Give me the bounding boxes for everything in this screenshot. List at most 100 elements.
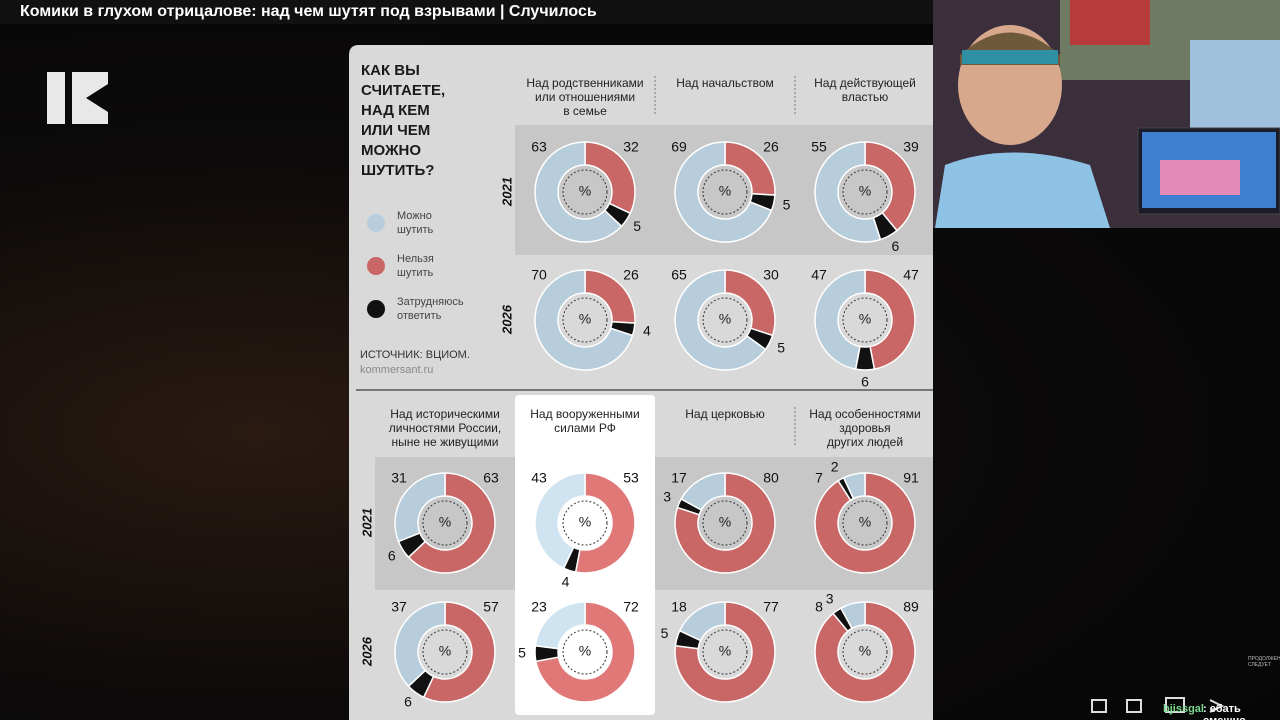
column-header: Над особенностями здоровья других людей (809, 407, 921, 449)
center-label: % (439, 643, 451, 659)
value-label: 18 (671, 599, 687, 615)
continues-note: ПРОДОЛЖЕНИЕ СЛЕДУЕТ (1248, 656, 1280, 668)
center-label: % (719, 514, 731, 530)
donut-inner-ring (562, 629, 608, 675)
donut-inner-ring (842, 500, 888, 546)
value-label: 55 (811, 139, 827, 155)
value-label: 5 (783, 196, 791, 212)
center-label: % (859, 311, 871, 327)
center-label: % (579, 514, 591, 530)
value-label: 89 (903, 599, 919, 615)
value-label: 31 (391, 470, 407, 486)
value-label: 17 (671, 470, 687, 486)
value-label: 30 (763, 267, 779, 283)
column-header: Над историческими личностями России, нын… (388, 407, 502, 449)
legend-marker (367, 214, 385, 232)
donut-segment (534, 472, 586, 570)
donut-inner-ring (842, 629, 888, 675)
donut-inner-ring (842, 297, 888, 343)
value-label: 80 (763, 470, 779, 486)
column-header: Над церковью (685, 407, 765, 421)
column-header: Над начальством (676, 76, 774, 90)
donut-inner-ring (562, 500, 608, 546)
column-header: Над вооруженными силами РФ (530, 407, 640, 435)
value-label: 5 (518, 645, 526, 661)
share-button[interactable] (1209, 699, 1225, 713)
value-label: 5 (633, 218, 641, 234)
value-label: 69 (671, 139, 687, 155)
value-label: 6 (404, 694, 412, 710)
center-label: % (719, 643, 731, 659)
value-label: 47 (811, 267, 827, 283)
value-label: 2 (831, 458, 839, 474)
donut-segment (534, 601, 586, 650)
donut-inner-ring (842, 169, 888, 215)
chat-message: : ебать смешно (1203, 703, 1246, 720)
donut-segment (535, 601, 636, 703)
donut-segment (864, 141, 916, 232)
value-label: 39 (903, 139, 919, 155)
donut-segment (534, 269, 634, 371)
comment-button[interactable] (1165, 697, 1185, 713)
donut-inner-ring (702, 169, 748, 215)
like-button[interactable] (1091, 699, 1107, 713)
donut-segment (394, 472, 446, 543)
player-controls (1091, 697, 1225, 713)
value-label: 77 (763, 599, 779, 615)
donut-segment (574, 472, 636, 574)
donut-segment (842, 472, 866, 500)
donut-inner-ring (702, 629, 748, 675)
legend-marker (367, 300, 385, 318)
webcam (933, 0, 1280, 228)
year-label: 2021 (499, 177, 515, 206)
value-label: 3 (826, 591, 834, 607)
donut-segment (394, 601, 446, 688)
donut-inner-ring (702, 500, 748, 546)
donut-segment (534, 141, 623, 243)
center-label: % (719, 311, 731, 327)
donut-segment (814, 601, 916, 703)
donut-segment (674, 472, 776, 574)
donut-segment (864, 269, 916, 370)
value-label: 63 (483, 470, 499, 486)
value-label: 53 (623, 470, 639, 486)
channel-logo (47, 72, 108, 124)
legend-label: Нельзя шутить (397, 253, 434, 279)
value-label: 63 (531, 139, 547, 155)
value-label: 91 (903, 470, 919, 486)
donut-inner-ring (422, 500, 468, 546)
legend-label: Затрудняюсь ответить (397, 296, 464, 322)
donut-segment (584, 141, 636, 215)
donut-segment (674, 269, 767, 371)
center-label: % (719, 183, 731, 199)
source: ИСТОЧНИК: ВЦИОМ. (360, 349, 470, 361)
donut-inner-ring (702, 297, 748, 343)
donut-segment (814, 141, 882, 243)
year-label: 2021 (359, 508, 375, 537)
value-label: 32 (623, 139, 639, 155)
value-label: 6 (388, 547, 396, 563)
donut-segment (814, 472, 916, 574)
value-label: 37 (391, 599, 407, 615)
dislike-button[interactable] (1126, 699, 1142, 713)
value-label: 4 (643, 323, 651, 339)
donut-segment (674, 141, 773, 243)
donut-segment (674, 601, 776, 703)
year-label: 2026 (499, 305, 515, 334)
donut-segment (407, 472, 496, 574)
donut-inner-ring (422, 629, 468, 675)
chat-user[interactable]: bjissgal (1163, 703, 1204, 715)
value-label: 26 (623, 267, 639, 283)
value-label: 5 (661, 625, 669, 641)
value-label: 3 (663, 489, 671, 505)
value-label: 4 (562, 574, 570, 590)
center-label: % (439, 514, 451, 530)
value-label: 47 (903, 267, 919, 283)
legend-label: Можно шутить (397, 210, 434, 236)
donut-segment (814, 269, 866, 370)
value-label: 7 (815, 470, 823, 486)
year-label: 2026 (359, 637, 375, 666)
column-header: Над родственниками или отношениями в сем… (526, 76, 644, 118)
